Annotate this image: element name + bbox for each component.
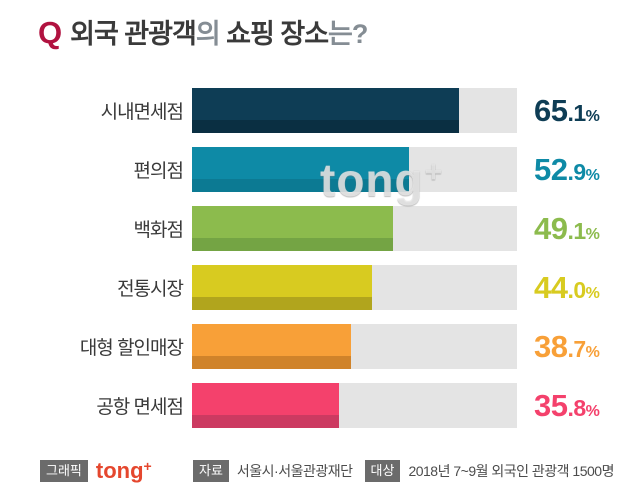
value-label: 35.8% [534,387,600,423]
target-badge: 대상 [364,460,401,482]
bar-chart: 시내면세점 65.1% 편의점 52.9% 백화점 49.1% 전통시장 44.0% 대형 할인… [0,88,640,442]
category-label: 시내면세점 [100,102,184,123]
graphic-badge: 그래픽 [40,460,88,482]
bar-fill [192,324,351,369]
category-label: 백화점 [133,220,184,241]
tong-logo: tong+ [95,458,152,483]
graphic-credit: 그래픽 tong+ [40,458,152,484]
bar-track [192,88,517,133]
bar-fill [192,383,339,428]
value-label: 44.0% [534,269,600,305]
category-label: 전통시장 [117,279,184,300]
bar-fill [192,147,409,192]
bar-fill [192,265,373,310]
value-label: 49.1% [534,210,600,246]
bar-fill [192,206,394,251]
chart-row: 대형 할인매장 38.7% [0,324,640,369]
page-title-text: 외국 관광객의 쇼핑 장소는? [70,19,368,49]
bar-track [192,147,517,192]
chart-row: 공항 면세점 35.8% [0,383,640,428]
chart-row: 시내면세점 65.1% [0,88,640,133]
source-badge: 자료 [193,460,229,482]
chart-row: 백화점 49.1% [0,206,640,251]
chart-row: 편의점 52.9% [0,147,640,192]
value-label: 65.1% [534,92,600,128]
category-label: 공항 면세점 [96,397,184,418]
source-text: 서울시·서울관광재단 [236,463,353,479]
page-title: Q 외국 관광객의 쇼핑 장소는? [38,12,368,51]
bar-track [192,383,517,428]
footer: 그래픽 tong+ 자료 서울시·서울관광재단 대상 2018년 7~9월 외국… [0,456,640,484]
bar-fill [192,88,459,133]
chart-row: 전통시장 44.0% [0,265,640,310]
category-label: 대형 할인매장 [79,338,184,359]
source-credit: 자료 서울시·서울관광재단 대상 2018년 7~9월 외국인 관광객 1500… [193,460,614,482]
bar-track [192,265,517,310]
target-text: 2018년 7~9월 외국인 관광객 1500명 [408,463,614,479]
category-label: 편의점 [133,161,184,182]
bar-track [192,206,517,251]
bar-track [192,324,517,369]
question-mark-icon: Q [38,15,62,50]
value-label: 38.7% [534,328,600,364]
value-label: 52.9% [534,151,600,187]
